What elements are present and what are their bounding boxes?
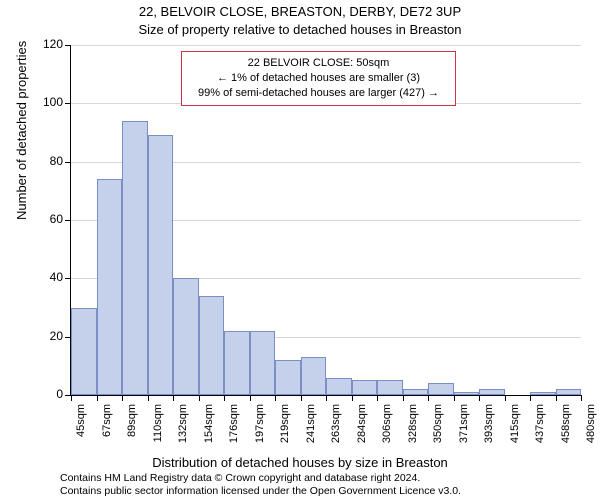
histogram-bar [556, 389, 582, 395]
x-tick [377, 395, 378, 401]
attribution-line-1: Contains HM Land Registry data © Crown c… [60, 472, 461, 485]
x-tick [148, 395, 149, 401]
histogram-bar [479, 389, 505, 395]
callout-line-3: 99% of semi-detached houses are larger (… [190, 86, 447, 101]
histogram-bar [428, 383, 454, 395]
histogram-bar [250, 331, 276, 395]
x-tick [199, 395, 200, 401]
histogram-bar [148, 135, 174, 395]
histogram-bar [275, 360, 301, 395]
x-tick [97, 395, 98, 401]
x-tick [301, 395, 302, 401]
address-title: 22, BELVOIR CLOSE, BREASTON, DERBY, DE72… [0, 4, 600, 19]
y-tick-label: 60 [23, 212, 63, 226]
y-tick-label: 100 [23, 95, 63, 109]
attribution-line-2: Contains public sector information licen… [60, 485, 461, 498]
x-tick [71, 395, 72, 401]
x-tick [479, 395, 480, 401]
histogram-bar [403, 389, 429, 395]
y-tick-label: 20 [23, 329, 63, 343]
x-tick [428, 395, 429, 401]
x-tick [250, 395, 251, 401]
x-tick [173, 395, 174, 401]
y-tick-label: 0 [23, 387, 63, 401]
histogram-bar [301, 357, 327, 395]
x-tick [326, 395, 327, 401]
grid-line [71, 45, 581, 46]
x-tick [556, 395, 557, 401]
x-tick [224, 395, 225, 401]
y-tick [65, 278, 71, 279]
x-axis-title: Distribution of detached houses by size … [0, 455, 600, 470]
y-tick [65, 162, 71, 163]
subtitle: Size of property relative to detached ho… [0, 22, 600, 37]
histogram-bar [352, 380, 378, 395]
x-tick [530, 395, 531, 401]
x-tick [275, 395, 276, 401]
histogram-bar [530, 392, 556, 395]
histogram-bar [326, 378, 352, 396]
attribution: Contains HM Land Registry data © Crown c… [60, 472, 461, 498]
y-tick-label: 80 [23, 154, 63, 168]
callout-line-1: 22 BELVOIR CLOSE: 50sqm [190, 56, 447, 71]
callout-box: 22 BELVOIR CLOSE: 50sqm ← 1% of detached… [181, 51, 456, 106]
y-axis-title: Number of detached properties [14, 41, 29, 220]
x-tick [454, 395, 455, 401]
plot-area: 02040608010012045sqm67sqm89sqm110sqm132s… [70, 45, 581, 396]
x-tick [122, 395, 123, 401]
x-tick [505, 395, 506, 401]
histogram-bar [97, 179, 123, 395]
x-tick [581, 395, 582, 401]
y-tick [65, 45, 71, 46]
histogram-bar [454, 392, 480, 395]
histogram-bar [173, 278, 199, 395]
y-tick-label: 40 [23, 270, 63, 284]
histogram-bar [71, 308, 97, 396]
histogram-bar [377, 380, 403, 395]
x-tick [352, 395, 353, 401]
histogram-bar [224, 331, 250, 395]
y-tick [65, 220, 71, 221]
y-tick-label: 120 [23, 37, 63, 51]
x-tick [403, 395, 404, 401]
chart-card: 22, BELVOIR CLOSE, BREASTON, DERBY, DE72… [0, 0, 600, 500]
histogram-bar [122, 121, 148, 395]
callout-line-2: ← 1% of detached houses are smaller (3) [190, 71, 447, 86]
histogram-bar [199, 296, 225, 395]
y-tick [65, 103, 71, 104]
